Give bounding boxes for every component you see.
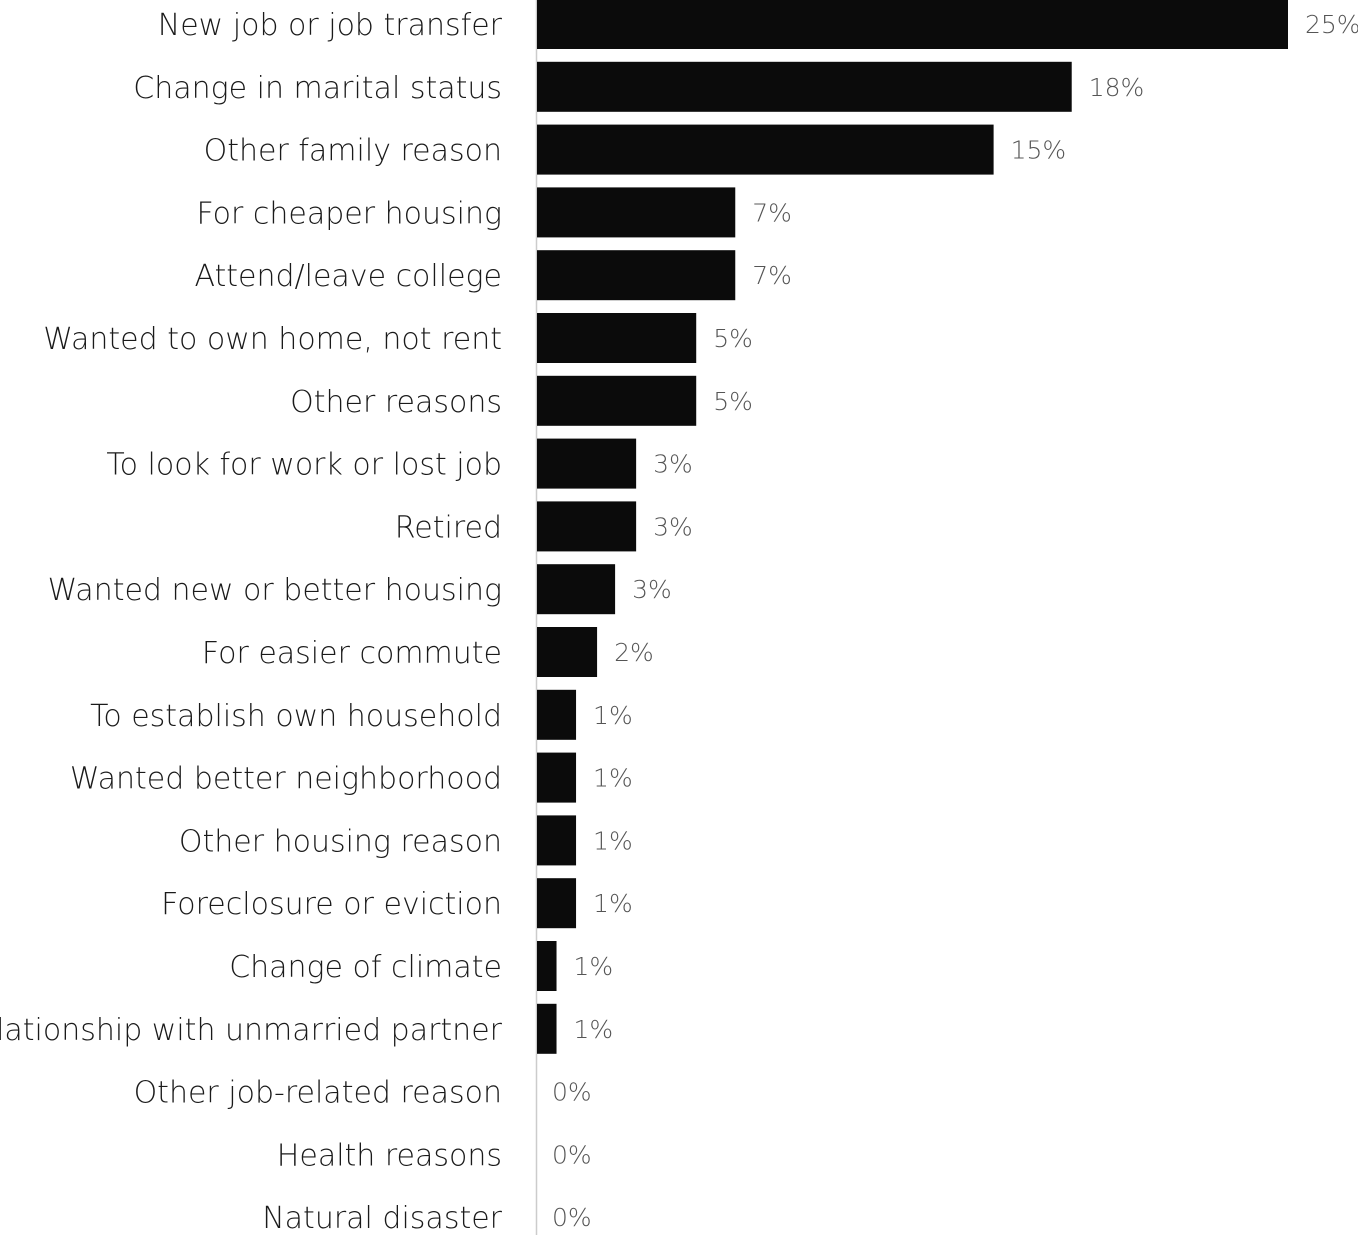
bar [537, 313, 697, 363]
data-label: 3% [632, 575, 672, 604]
data-label: 1% [574, 1015, 614, 1044]
category-label: Retired [395, 510, 502, 545]
category-label: Other family reason [204, 134, 502, 169]
data-label: 7% [752, 198, 792, 227]
category-label: Attend/leave college [195, 259, 503, 294]
bar [537, 501, 637, 552]
bar [537, 564, 616, 615]
category-label: For cheaper housing [197, 196, 503, 231]
bar [537, 627, 598, 677]
category-label: Other reasons [290, 385, 502, 420]
bars [537, 0, 1288, 1054]
category-label: Natural disaster [262, 1201, 502, 1235]
category-label: Relationship with unmarried partner [0, 1013, 503, 1048]
data-label: 2% [614, 638, 654, 667]
data-label: 1% [593, 764, 633, 793]
bar [537, 438, 637, 489]
bar [537, 752, 577, 803]
data-label: 18% [1089, 73, 1145, 102]
category-label: New job or job transfer [158, 8, 503, 43]
category-label: Change of climate [229, 950, 502, 985]
category-label: Health reasons [277, 1138, 502, 1173]
bar [537, 1003, 557, 1054]
category-label: Wanted to own home, not rent [43, 322, 502, 357]
bar [537, 375, 697, 426]
category-label: Other housing reason [179, 824, 502, 859]
category-label: Wanted better neighborhood [70, 762, 502, 797]
category-label: Change in marital status [133, 71, 502, 106]
category-label: To establish own household [90, 699, 502, 734]
bar [537, 689, 577, 740]
data-label: 0% [552, 1140, 592, 1169]
bar [537, 0, 1288, 49]
bar [537, 878, 577, 929]
data-label: 5% [713, 324, 753, 353]
data-label: 5% [713, 387, 753, 416]
category-labels: New job or job transfer Change in marital… [0, 8, 503, 1235]
bar [537, 815, 577, 866]
data-label: 1% [593, 701, 633, 730]
category-label: Foreclosure or eviction [161, 887, 502, 922]
category-label: To look for work or lost job [106, 448, 502, 483]
bar [537, 61, 1072, 112]
data-label: 1% [593, 826, 633, 855]
data-label: 1% [574, 952, 614, 981]
data-label: 1% [593, 889, 633, 918]
bar [537, 250, 736, 301]
bar [537, 187, 736, 238]
bar [537, 124, 994, 175]
data-label: 3% [653, 512, 693, 541]
data-label: 15% [1011, 136, 1067, 165]
data-label: 0% [552, 1078, 592, 1107]
data-label: 0% [552, 1203, 592, 1232]
category-label: For easier commute [202, 636, 502, 671]
value-labels: 25% 18% 15% 7% 7% 5% 5% 3% 3% 3% 2% 1% 1% 1% 1% 1% 1% 0% 0… [552, 10, 1358, 1232]
data-label: 7% [752, 261, 792, 290]
bar [537, 941, 557, 991]
category-label: Wanted new or better housing [48, 573, 502, 608]
data-label: 3% [653, 450, 693, 479]
category-label: Other job-related reason [134, 1076, 502, 1111]
data-label: 25% [1305, 10, 1358, 39]
